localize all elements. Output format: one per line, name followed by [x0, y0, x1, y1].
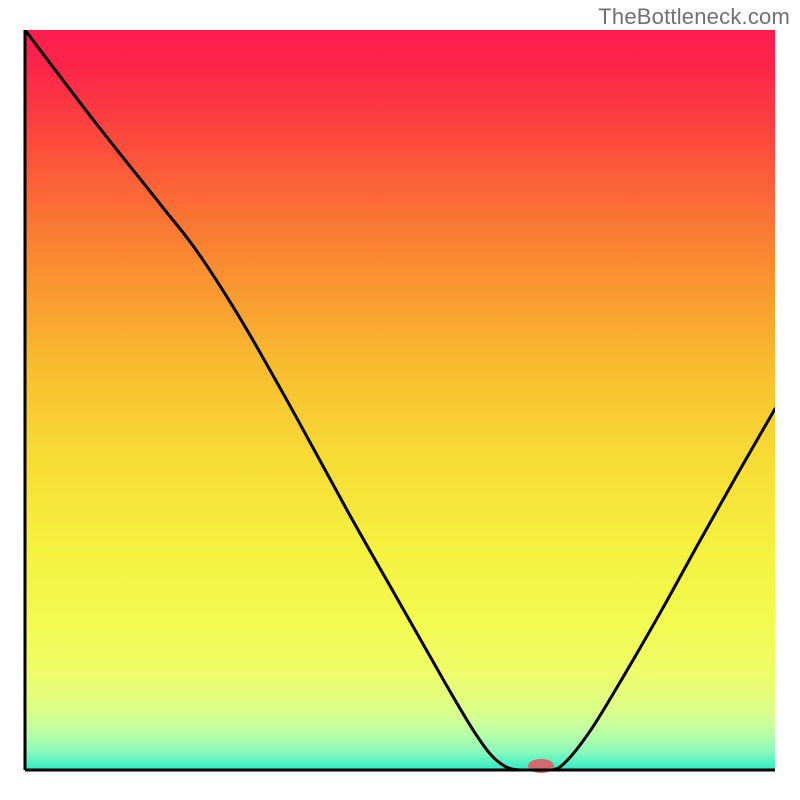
chart-container: TheBottleneck.com	[0, 0, 800, 800]
gradient-background	[25, 30, 775, 770]
watermark-text: TheBottleneck.com	[598, 4, 790, 30]
bottleneck-curve-chart	[0, 0, 800, 800]
